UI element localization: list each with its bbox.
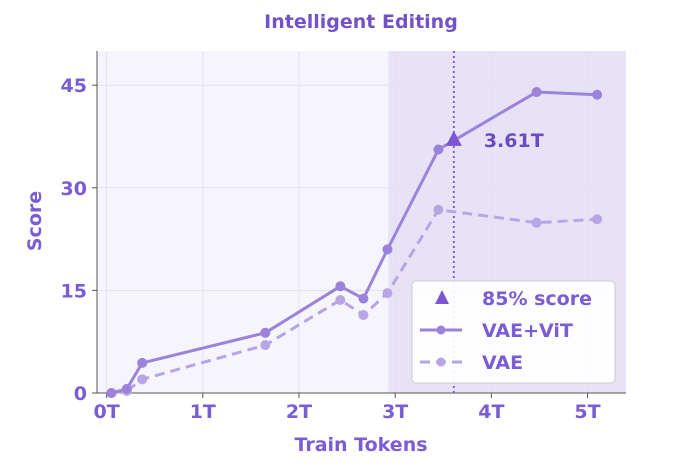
data-point-vae-vit	[531, 87, 542, 98]
legend-marker-vae	[436, 357, 446, 367]
data-point-vae	[335, 294, 346, 305]
data-point-vae	[531, 217, 542, 228]
data-point-vae-vit	[137, 357, 148, 368]
legend-box	[411, 280, 616, 384]
data-point-vae	[433, 204, 444, 215]
data-point-vae	[137, 374, 148, 385]
legend: 85% score VAE+ViT VAE	[411, 280, 616, 384]
y-tick-label: 30	[61, 178, 87, 200]
chart-title: Intelligent Editing	[264, 11, 458, 33]
legend-label: 85% score	[482, 288, 592, 310]
x-axis-label: Train Tokens	[294, 434, 427, 456]
data-point-vae-vit	[433, 144, 444, 155]
series-line-vae-vit	[111, 90, 598, 395]
data-point-vae-vit	[358, 293, 369, 304]
y-tick-label: 15	[61, 280, 87, 302]
plot-area: 0T 1T 2T 3T 4T 5T 0 15 30 45 3.61T 85% score VAE+ViT…	[61, 51, 626, 423]
legend-marker-85-icon	[435, 290, 449, 304]
legend-label: VAE	[482, 352, 523, 374]
x-tick-label: 4T	[478, 401, 504, 423]
data-point-vae	[382, 288, 393, 299]
data-point-vae-vit	[121, 383, 132, 394]
x-tick-label: 0T	[94, 401, 120, 423]
marker-85-label: 3.61T	[484, 130, 544, 152]
data-point-vae	[592, 214, 603, 225]
y-tick-label: 45	[61, 75, 87, 97]
x-tick-label: 2T	[286, 401, 312, 423]
legend-marker-vae-vit	[436, 325, 446, 335]
y-axis-label: Score	[24, 191, 46, 251]
marker-85-triangle	[445, 130, 462, 146]
legend-label: VAE+ViT	[482, 320, 573, 342]
data-point-vae-vit	[106, 388, 117, 398]
data-point-vae	[260, 340, 271, 351]
data-point-vae-vit	[382, 244, 393, 255]
data-point-vae	[358, 310, 369, 321]
data-point-vae-vit	[260, 327, 271, 338]
data-point-vae-vit	[335, 281, 346, 292]
series-line-vae	[111, 208, 598, 395]
x-tick-label: 5T	[574, 401, 600, 423]
x-tick-label: 3T	[382, 401, 408, 423]
y-tick-label: 0	[74, 383, 87, 405]
x-tick-label: 1T	[190, 401, 216, 423]
data-point-vae-vit	[592, 89, 603, 100]
